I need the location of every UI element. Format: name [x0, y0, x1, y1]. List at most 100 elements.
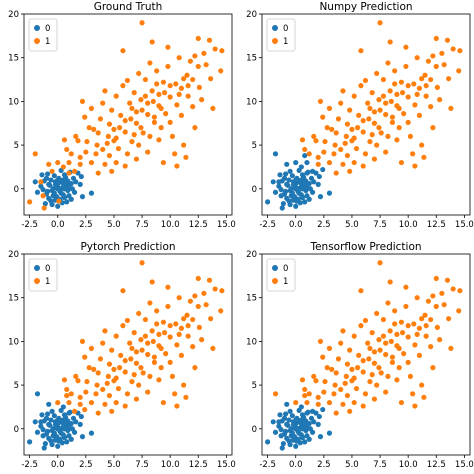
scatter-point	[167, 119, 173, 125]
scatter-point	[86, 365, 92, 371]
scatter-point	[66, 399, 72, 406]
scatter-point	[293, 203, 299, 209]
scatter-point	[309, 408, 316, 414]
scatter-point	[60, 432, 66, 438]
scatter-point	[416, 352, 423, 358]
scatter-point	[138, 337, 144, 343]
x-tick-label: -2.5	[259, 460, 276, 470]
scatter-point	[106, 121, 113, 127]
scatter-point	[289, 413, 295, 419]
scatter-point	[181, 76, 187, 82]
scatter-point	[184, 72, 190, 78]
scatter-point	[385, 300, 391, 306]
scatter-point	[195, 275, 201, 282]
scatter-point	[371, 349, 378, 355]
scatter-point	[127, 340, 133, 346]
scatter-point	[405, 83, 411, 89]
scatter-point	[332, 142, 338, 148]
scatter-point	[41, 205, 47, 211]
legend-marker	[272, 25, 278, 31]
scatter-point	[118, 112, 124, 118]
scatter-point	[156, 331, 162, 337]
scatter-point	[414, 55, 420, 61]
scatter-point	[113, 93, 119, 99]
scatter-point	[311, 373, 317, 379]
scatter-point	[147, 60, 153, 66]
scatter-point	[412, 342, 418, 348]
scatter-point	[371, 396, 378, 402]
scatter-point	[358, 288, 364, 294]
scatter-point	[187, 298, 193, 304]
legend-label: 0	[283, 264, 288, 274]
legend-marker	[272, 38, 278, 44]
scatter-point	[293, 426, 299, 432]
scatter-point	[388, 98, 394, 104]
scatter-point	[304, 159, 310, 166]
scatter-point	[448, 345, 454, 351]
scatter-point	[399, 330, 406, 336]
scatter-point	[129, 345, 135, 351]
scatter-point	[309, 168, 316, 174]
scatter-point	[301, 414, 307, 421]
scatter-point	[277, 172, 283, 178]
x-tick-label: 15.0	[217, 220, 236, 230]
scatter-point	[206, 37, 213, 43]
scatter-point	[149, 328, 155, 334]
scatter-point	[158, 125, 164, 131]
scatter-point	[276, 423, 282, 429]
scatter-point	[88, 105, 95, 111]
scatter-point	[178, 325, 185, 331]
scatter-point	[338, 340, 344, 346]
scatter-point	[212, 46, 218, 52]
scatter-point	[276, 179, 282, 185]
scatter-point	[385, 373, 391, 379]
scatter-point	[173, 81, 179, 87]
scatter-point	[389, 354, 396, 360]
scatter-point	[131, 330, 137, 336]
scatter-point	[374, 70, 380, 77]
scatter-point	[120, 83, 126, 89]
scatter-point	[380, 76, 387, 83]
scatter-point	[376, 337, 382, 343]
scatter-point	[133, 156, 140, 162]
scatter-point	[75, 138, 81, 144]
y-tick-label: 5	[14, 141, 19, 151]
scatter-point	[111, 366, 117, 372]
scatter-point	[410, 391, 416, 397]
scatter-point	[100, 100, 106, 106]
scatter-point	[138, 365, 144, 371]
x-tick-label: 7.5	[135, 220, 149, 230]
scatter-point	[405, 94, 411, 100]
scatter-point	[156, 91, 162, 97]
scatter-point	[38, 419, 44, 425]
scatter-point	[285, 182, 291, 188]
x-tick-label: 12.5	[189, 220, 208, 230]
scatter-point	[163, 351, 169, 357]
scatter-point	[45, 171, 51, 177]
scatter-point	[55, 186, 61, 192]
scatter-point	[160, 79, 167, 85]
scatter-point	[342, 380, 348, 386]
scatter-point	[115, 385, 122, 392]
scatter-point	[102, 401, 108, 407]
scatter-point	[167, 94, 173, 100]
scatter-point	[196, 324, 202, 331]
legend-label: 0	[45, 24, 50, 34]
scatter-point	[163, 111, 169, 117]
scatter-point	[356, 112, 362, 118]
scatter-point	[277, 412, 283, 418]
scatter-point	[176, 331, 182, 337]
scatter-point	[39, 172, 45, 178]
scatter-point	[150, 338, 156, 344]
x-tick-label: 15.0	[217, 460, 236, 470]
axes-frame	[261, 253, 471, 456]
scatter-point	[296, 418, 302, 424]
scatter-point	[411, 321, 417, 327]
scatter-point	[377, 20, 383, 26]
scatter-point	[138, 97, 144, 103]
axes-frame	[23, 13, 233, 216]
scatter-point	[131, 372, 137, 378]
scatter-point	[288, 186, 294, 192]
scatter-point	[299, 377, 306, 383]
scatter-point	[149, 88, 155, 94]
